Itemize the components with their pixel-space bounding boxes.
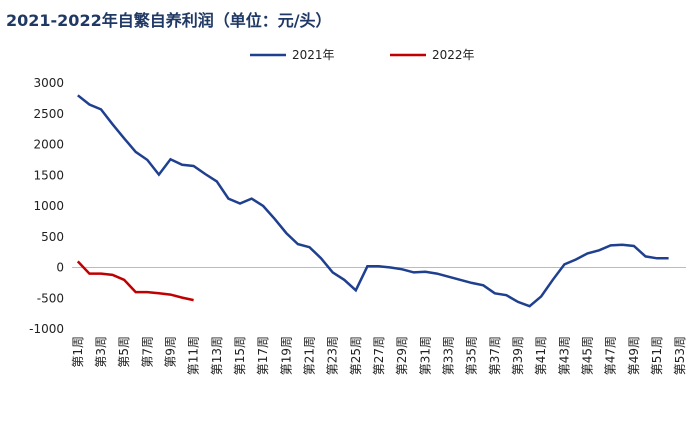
x-tick-label: 第25周 — [349, 336, 363, 375]
x-tick-label: 第51周 — [650, 336, 664, 375]
y-tick-label: 0 — [56, 261, 64, 275]
x-tick-label: 第43周 — [557, 336, 571, 375]
x-tick-label: 第37周 — [488, 336, 502, 375]
x-tick-label: 第31周 — [418, 336, 432, 375]
y-tick-label: 2000 — [33, 138, 64, 152]
y-tick-label: 3000 — [33, 76, 64, 90]
y-tick-label: -1000 — [29, 322, 64, 336]
x-tick-label: 第33周 — [442, 336, 456, 375]
x-tick-label: 第21周 — [302, 336, 316, 375]
x-tick-label: 第13周 — [210, 336, 224, 375]
x-tick-label: 第49周 — [627, 336, 641, 375]
x-tick-label: 第3周 — [94, 336, 108, 368]
x-tick-label: 第17周 — [256, 336, 270, 375]
line-series — [77, 94, 669, 308]
y-tick-label: -500 — [37, 291, 64, 305]
x-tick-label: 第39周 — [511, 336, 525, 375]
x-tick-label: 第41周 — [534, 336, 548, 375]
legend-label: 2022年 — [432, 48, 475, 62]
y-tick-label: 500 — [41, 230, 64, 244]
y-tick-label: 1500 — [33, 168, 64, 182]
x-tick-label: 第27周 — [372, 336, 386, 375]
x-tick-label: 第35周 — [465, 336, 479, 375]
x-tick-label: 第11周 — [187, 336, 201, 375]
chart-title: 2021-2022年自繁自养利润（单位：元/头） — [6, 11, 332, 30]
x-tick-label: 第19周 — [279, 336, 293, 375]
x-tick-label: 第29周 — [395, 336, 409, 375]
x-tick-label: 第53周 — [673, 336, 687, 375]
x-tick-label: 第9周 — [163, 336, 177, 368]
x-tick-label: 第7周 — [140, 336, 154, 368]
x-tick-label: 第15周 — [233, 336, 247, 375]
line-series — [76, 260, 194, 302]
x-tick-label: 第1周 — [71, 336, 85, 368]
x-tick-label: 第47周 — [604, 336, 618, 375]
x-tick-label: 第5周 — [117, 336, 131, 368]
legend-label: 2021年 — [292, 48, 335, 62]
y-tick-label: 2500 — [33, 107, 64, 121]
x-tick-label: 第45周 — [581, 336, 595, 375]
y-tick-label: 1000 — [33, 199, 64, 213]
x-tick-label: 第23周 — [326, 336, 340, 375]
